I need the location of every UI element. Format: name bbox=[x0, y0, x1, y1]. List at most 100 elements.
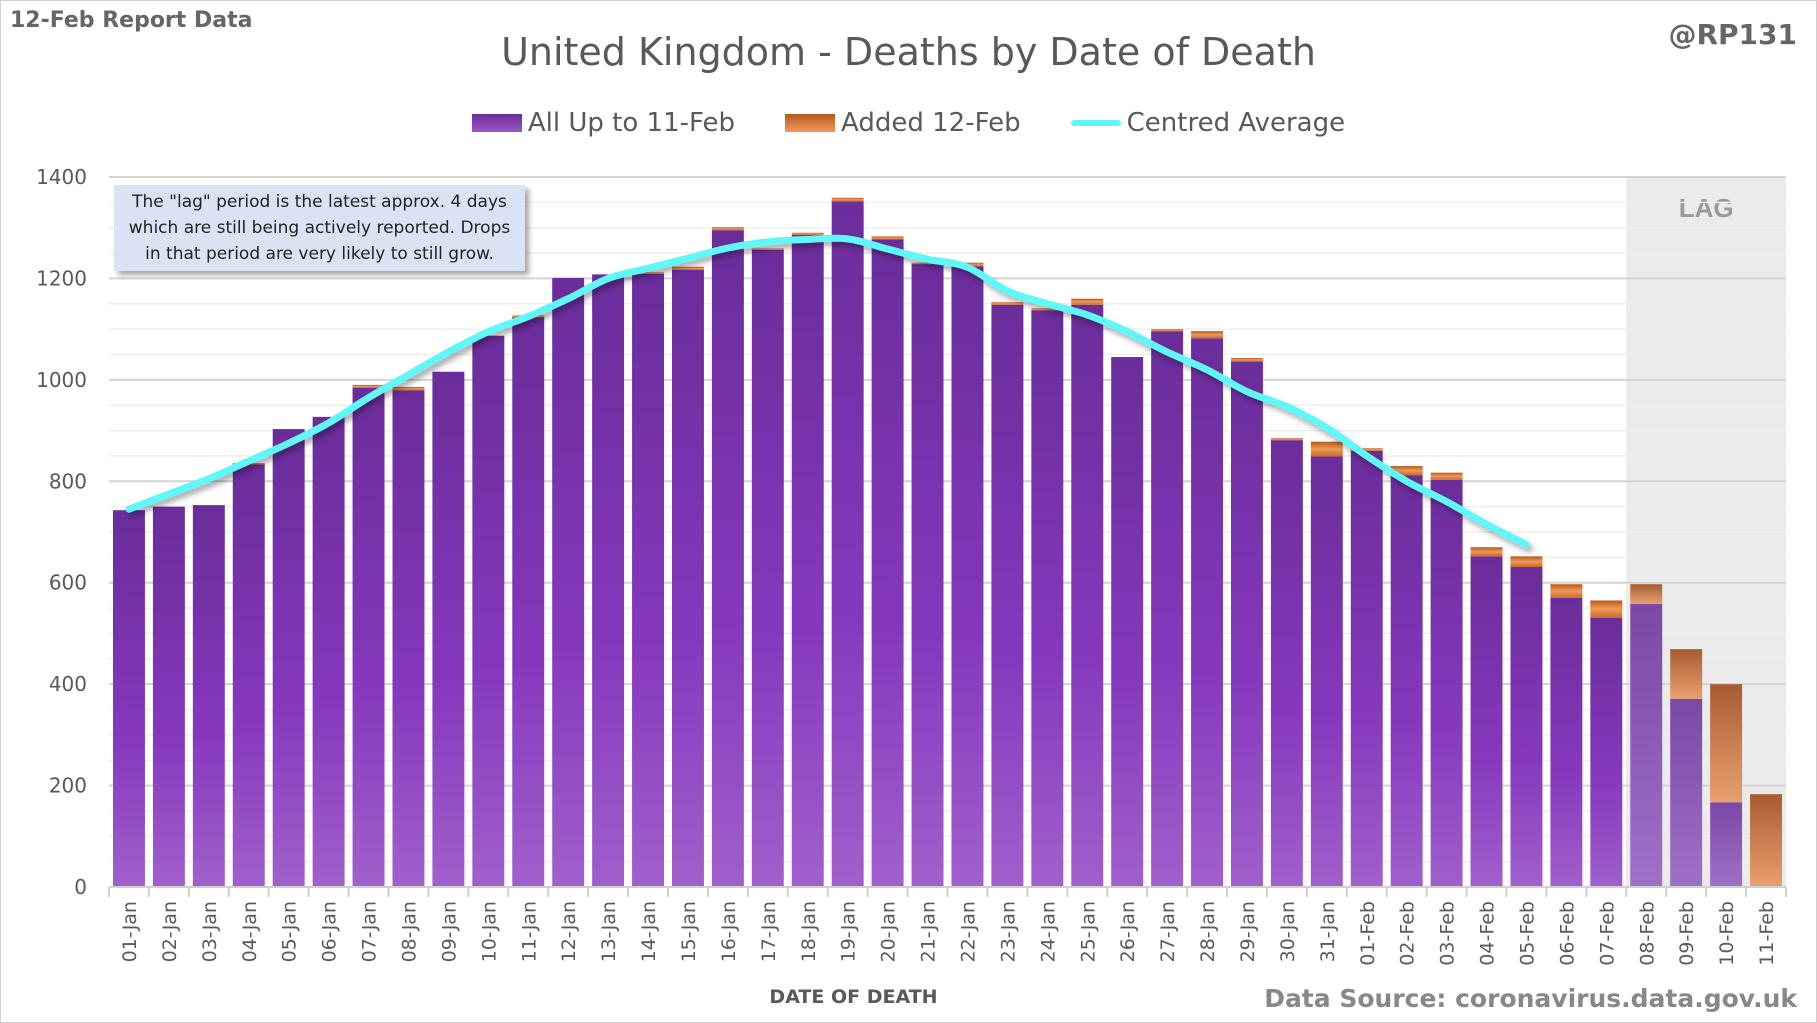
bar-all-up-to bbox=[272, 429, 305, 887]
lag-annotation: The "lag" period is the latest approx. 4… bbox=[114, 185, 525, 271]
x-tick-label: 03-Jan bbox=[199, 901, 221, 962]
bar-added bbox=[711, 227, 744, 231]
bar-all-up-to bbox=[1430, 479, 1463, 887]
bar-all-up-to bbox=[991, 304, 1024, 887]
bar-all-up-to bbox=[1270, 440, 1303, 887]
x-tick-label: 21-Jan bbox=[918, 901, 940, 962]
x-tick-label: 04-Jan bbox=[239, 901, 261, 962]
x-tick-label: 06-Feb bbox=[1556, 901, 1578, 966]
bar-all-up-to bbox=[711, 230, 744, 887]
bar-all-up-to bbox=[232, 464, 265, 887]
legend-swatch-cyan-line bbox=[1070, 120, 1121, 126]
bar-added bbox=[831, 197, 864, 202]
bar-all-up-to bbox=[1310, 456, 1343, 887]
bar-all-up-to bbox=[1111, 357, 1144, 887]
x-axis-title-text: DATE OF DEATH bbox=[769, 986, 938, 1008]
bar-all-up-to bbox=[352, 387, 385, 887]
bar-added bbox=[1630, 584, 1663, 605]
x-tick-label: 22-Jan bbox=[957, 901, 979, 962]
x-tick-label: 09-Feb bbox=[1676, 901, 1698, 966]
legend-swatch-purple bbox=[471, 114, 522, 132]
centred-average-line bbox=[125, 234, 1530, 549]
bar-added bbox=[671, 266, 704, 270]
legend: All Up to 11-Feb Added 12-Feb Centred Av… bbox=[0, 108, 1817, 138]
author-handle: @RP131 bbox=[1668, 18, 1797, 51]
bar-all-up-to bbox=[632, 273, 665, 888]
x-tick-label: 24-Jan bbox=[1037, 901, 1059, 962]
bar-all-up-to bbox=[392, 390, 425, 887]
bar-added bbox=[1191, 331, 1224, 339]
bar-all-up-to bbox=[552, 277, 585, 888]
x-tick-label: 16-Jan bbox=[718, 901, 740, 962]
bar-added bbox=[791, 232, 824, 235]
bar-all-up-to bbox=[1071, 304, 1104, 887]
x-tick-label: 25-Jan bbox=[1077, 901, 1099, 962]
bar-all-up-to bbox=[312, 416, 345, 887]
bar-all-up-to bbox=[1670, 698, 1703, 887]
bar-all-up-to bbox=[152, 506, 185, 887]
bar-all-up-to bbox=[951, 266, 984, 887]
x-tick-label: 31-Jan bbox=[1317, 901, 1339, 962]
x-tick-label: 11-Jan bbox=[518, 901, 540, 962]
bar-all-up-to bbox=[192, 505, 225, 887]
bar-all-up-to bbox=[1630, 604, 1663, 887]
x-tick-label: 19-Jan bbox=[838, 901, 860, 962]
x-tick-label: 30-Jan bbox=[1277, 901, 1299, 962]
bar-all-up-to bbox=[871, 239, 904, 888]
bar-all-up-to bbox=[791, 234, 824, 888]
bar-all-up-to bbox=[1230, 361, 1263, 888]
x-tick-label: 08-Jan bbox=[398, 901, 420, 962]
x-tick-label: 01-Feb bbox=[1357, 901, 1379, 966]
x-tick-label: 28-Jan bbox=[1197, 901, 1219, 962]
bar-added bbox=[1151, 329, 1184, 332]
y-tick-label: 200 bbox=[49, 774, 87, 798]
bar-added bbox=[1590, 600, 1623, 618]
x-tick-label: 23-Jan bbox=[997, 901, 1019, 962]
x-tick-label: 17-Jan bbox=[758, 901, 780, 962]
y-tick-label: 1200 bbox=[36, 266, 87, 290]
legend-label: Added 12-Feb bbox=[841, 108, 1021, 138]
bar-all-up-to bbox=[1350, 450, 1383, 887]
bar-added bbox=[871, 236, 904, 240]
x-tick-label: 27-Jan bbox=[1157, 901, 1179, 962]
y-tick-label: 400 bbox=[49, 672, 87, 696]
x-tick-label: 12-Jan bbox=[558, 901, 580, 962]
bar-added bbox=[1470, 547, 1503, 557]
x-tick-label: 18-Jan bbox=[798, 901, 820, 962]
bar-added bbox=[1710, 684, 1743, 803]
x-tick-label: 08-Feb bbox=[1636, 901, 1658, 966]
bar-added bbox=[1670, 649, 1703, 699]
bar-all-up-to bbox=[472, 335, 505, 887]
bar-all-up-to bbox=[432, 371, 465, 887]
y-tick-label: 1400 bbox=[36, 165, 87, 189]
bar-added bbox=[1270, 438, 1303, 441]
x-tick-label: 15-Jan bbox=[678, 901, 700, 962]
x-tick-label: 02-Jan bbox=[159, 901, 181, 962]
legend-label: All Up to 11-Feb bbox=[527, 108, 736, 138]
legend-item-added: Added 12-Feb bbox=[785, 108, 1021, 138]
bar-added bbox=[1310, 441, 1343, 457]
x-tick-label: 26-Jan bbox=[1117, 901, 1139, 962]
x-tick-label: 05-Jan bbox=[279, 901, 301, 962]
bar-added bbox=[1510, 556, 1543, 567]
x-tick-label: 01-Jan bbox=[119, 901, 141, 962]
report-label: 12-Feb Report Data bbox=[10, 8, 253, 33]
bar-all-up-to bbox=[751, 249, 784, 887]
bar-added bbox=[1550, 584, 1583, 598]
bar-added bbox=[991, 302, 1024, 305]
x-tick-label: 07-Feb bbox=[1596, 901, 1618, 966]
x-tick-label: 10-Jan bbox=[478, 901, 500, 962]
bar-added bbox=[751, 248, 784, 251]
data-source: Data Source: coronavirus.data.gov.uk bbox=[1264, 984, 1797, 1013]
bar-all-up-to bbox=[1151, 331, 1184, 888]
x-tick-label: 07-Jan bbox=[359, 901, 381, 962]
annotation-line: The "lag" period is the latest approx. 4… bbox=[132, 192, 507, 212]
bar-added bbox=[911, 262, 944, 265]
bar-all-up-to bbox=[1550, 597, 1583, 887]
bar-all-up-to bbox=[1590, 617, 1623, 887]
bar-all-up-to bbox=[1191, 338, 1224, 887]
bar-added bbox=[1430, 472, 1463, 480]
bar-all-up-to bbox=[671, 269, 704, 887]
x-tick-label: 20-Jan bbox=[878, 901, 900, 962]
